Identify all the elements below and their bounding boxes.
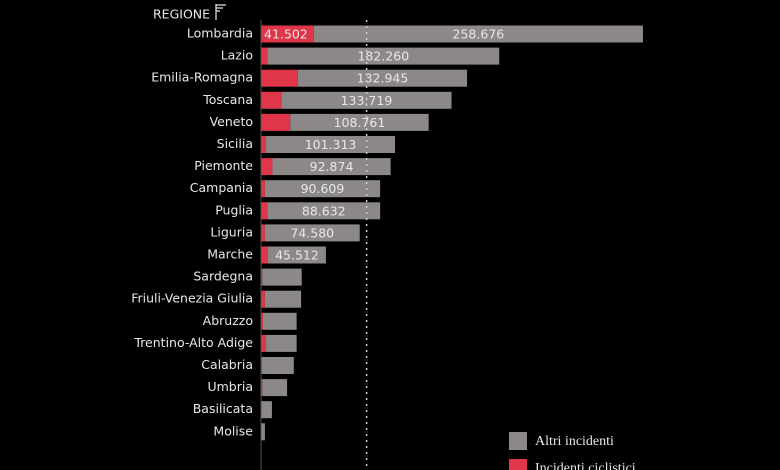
y-tick-label: Marche	[207, 247, 253, 262]
bar-segment	[261, 334, 267, 352]
bar-segment	[267, 47, 500, 65]
y-tick-label: Abruzzo	[203, 313, 253, 328]
data-label: 132.945	[357, 71, 409, 86]
bar-segment	[272, 158, 391, 176]
data-label: 41.502	[264, 27, 308, 42]
data-label: 92.874	[310, 159, 354, 174]
bar-segment	[290, 113, 429, 131]
y-tick-label: Trentino-Alto Adige	[133, 335, 253, 350]
data-label: 258.676	[453, 27, 505, 42]
legend-label: Incidenti ciclistici	[535, 461, 636, 470]
data-label: 101.313	[305, 137, 357, 152]
y-tick-label: Sardegna	[193, 269, 253, 284]
bar-segment	[261, 136, 267, 153]
bar-segment	[261, 312, 263, 330]
bar-segment	[261, 401, 272, 419]
y-tick-label: Calabria	[201, 357, 253, 372]
bar-segment	[261, 202, 268, 220]
bar-segment	[297, 69, 468, 87]
bar-segment	[261, 47, 268, 65]
y-tick-label: Basilicata	[193, 401, 253, 416]
bar-segment	[261, 25, 314, 43]
legend-label: Altri incidenti	[535, 434, 614, 449]
legend-swatch	[509, 459, 527, 470]
legend-swatch	[509, 432, 527, 450]
bar-segment	[261, 158, 273, 176]
bar-segment	[264, 180, 381, 198]
data-label: 182.260	[357, 49, 409, 64]
y-tick-label: Lazio	[221, 48, 253, 63]
bar-segment	[262, 357, 294, 374]
y-tick-label: Molise	[213, 423, 253, 438]
y-tick-label: Lombardia	[187, 26, 253, 41]
bar-segment	[261, 224, 265, 242]
bar-segment	[267, 246, 326, 264]
bar-segment	[281, 91, 452, 109]
bar-segment	[261, 423, 265, 441]
bar-segment	[262, 268, 302, 286]
data-label: 133.719	[341, 93, 393, 108]
bar-segment	[266, 136, 396, 153]
bar-segment	[266, 334, 297, 352]
y-tick-label: Sicilia	[217, 136, 253, 151]
data-label: 74.580	[290, 225, 334, 240]
bar-segment	[261, 246, 268, 264]
axis-title: REGIONE	[153, 7, 210, 22]
y-tick-label: Piemonte	[194, 158, 253, 173]
bar-segment	[261, 379, 263, 397]
filter-icon	[215, 4, 226, 20]
y-tick-label: Emilia-Romagna	[151, 70, 253, 85]
data-label: 90.609	[301, 181, 345, 196]
y-tick-label: Puglia	[215, 202, 253, 217]
bar-segment	[261, 357, 263, 374]
bar-segment	[261, 180, 265, 198]
y-tick-label: Umbria	[207, 379, 253, 394]
bar-segment	[261, 113, 291, 131]
bar-segment	[262, 312, 297, 330]
data-label: 88.632	[302, 203, 346, 218]
bar-segment	[261, 69, 298, 87]
y-tick-label: Friuli-Venezia Giulia	[131, 291, 253, 306]
data-label: 108.761	[334, 115, 386, 130]
bar-segment	[261, 290, 265, 308]
bar-segment	[261, 268, 263, 286]
data-label: 45.512	[275, 248, 319, 263]
bar-segment	[261, 91, 282, 109]
bar-segment	[267, 202, 381, 220]
bar-segment	[262, 379, 288, 397]
y-tick-label: Liguria	[210, 224, 253, 239]
y-tick-label: Veneto	[210, 114, 253, 129]
bar-segment	[264, 224, 360, 242]
y-tick-label: Toscana	[202, 92, 253, 107]
y-tick-label: Campania	[190, 180, 253, 195]
bar-segment	[313, 25, 643, 43]
bar-segment	[264, 290, 302, 308]
